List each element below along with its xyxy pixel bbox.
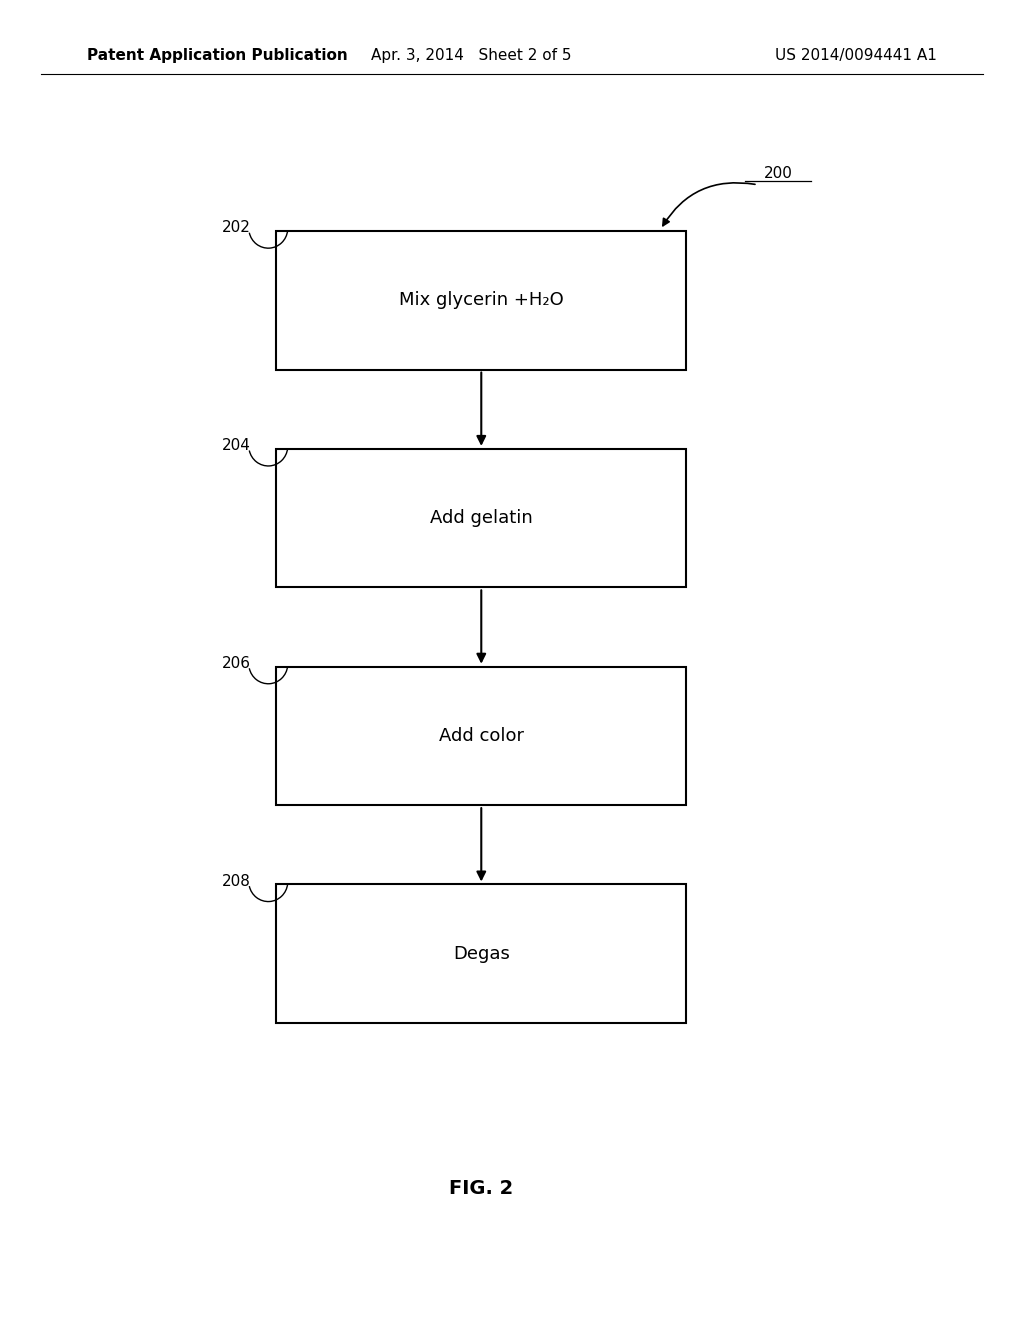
Text: FIG. 2: FIG. 2 — [450, 1179, 513, 1197]
Bar — [276, 449, 686, 587]
Text: Patent Application Publication: Patent Application Publication — [87, 48, 348, 63]
Text: Add gelatin: Add gelatin — [430, 510, 532, 527]
Text: Add color: Add color — [438, 727, 524, 744]
Text: US 2014/0094441 A1: US 2014/0094441 A1 — [775, 48, 937, 63]
Bar — [276, 884, 686, 1023]
Text: Apr. 3, 2014   Sheet 2 of 5: Apr. 3, 2014 Sheet 2 of 5 — [371, 48, 571, 63]
Text: 200: 200 — [764, 166, 793, 181]
Text: 204: 204 — [222, 438, 251, 453]
Text: 208: 208 — [222, 874, 251, 888]
Text: 206: 206 — [222, 656, 251, 671]
Bar — [276, 231, 686, 370]
Text: Mix glycerin +H₂O: Mix glycerin +H₂O — [399, 292, 563, 309]
Text: 202: 202 — [222, 220, 251, 235]
Bar — [276, 667, 686, 805]
Text: Degas: Degas — [453, 945, 510, 962]
